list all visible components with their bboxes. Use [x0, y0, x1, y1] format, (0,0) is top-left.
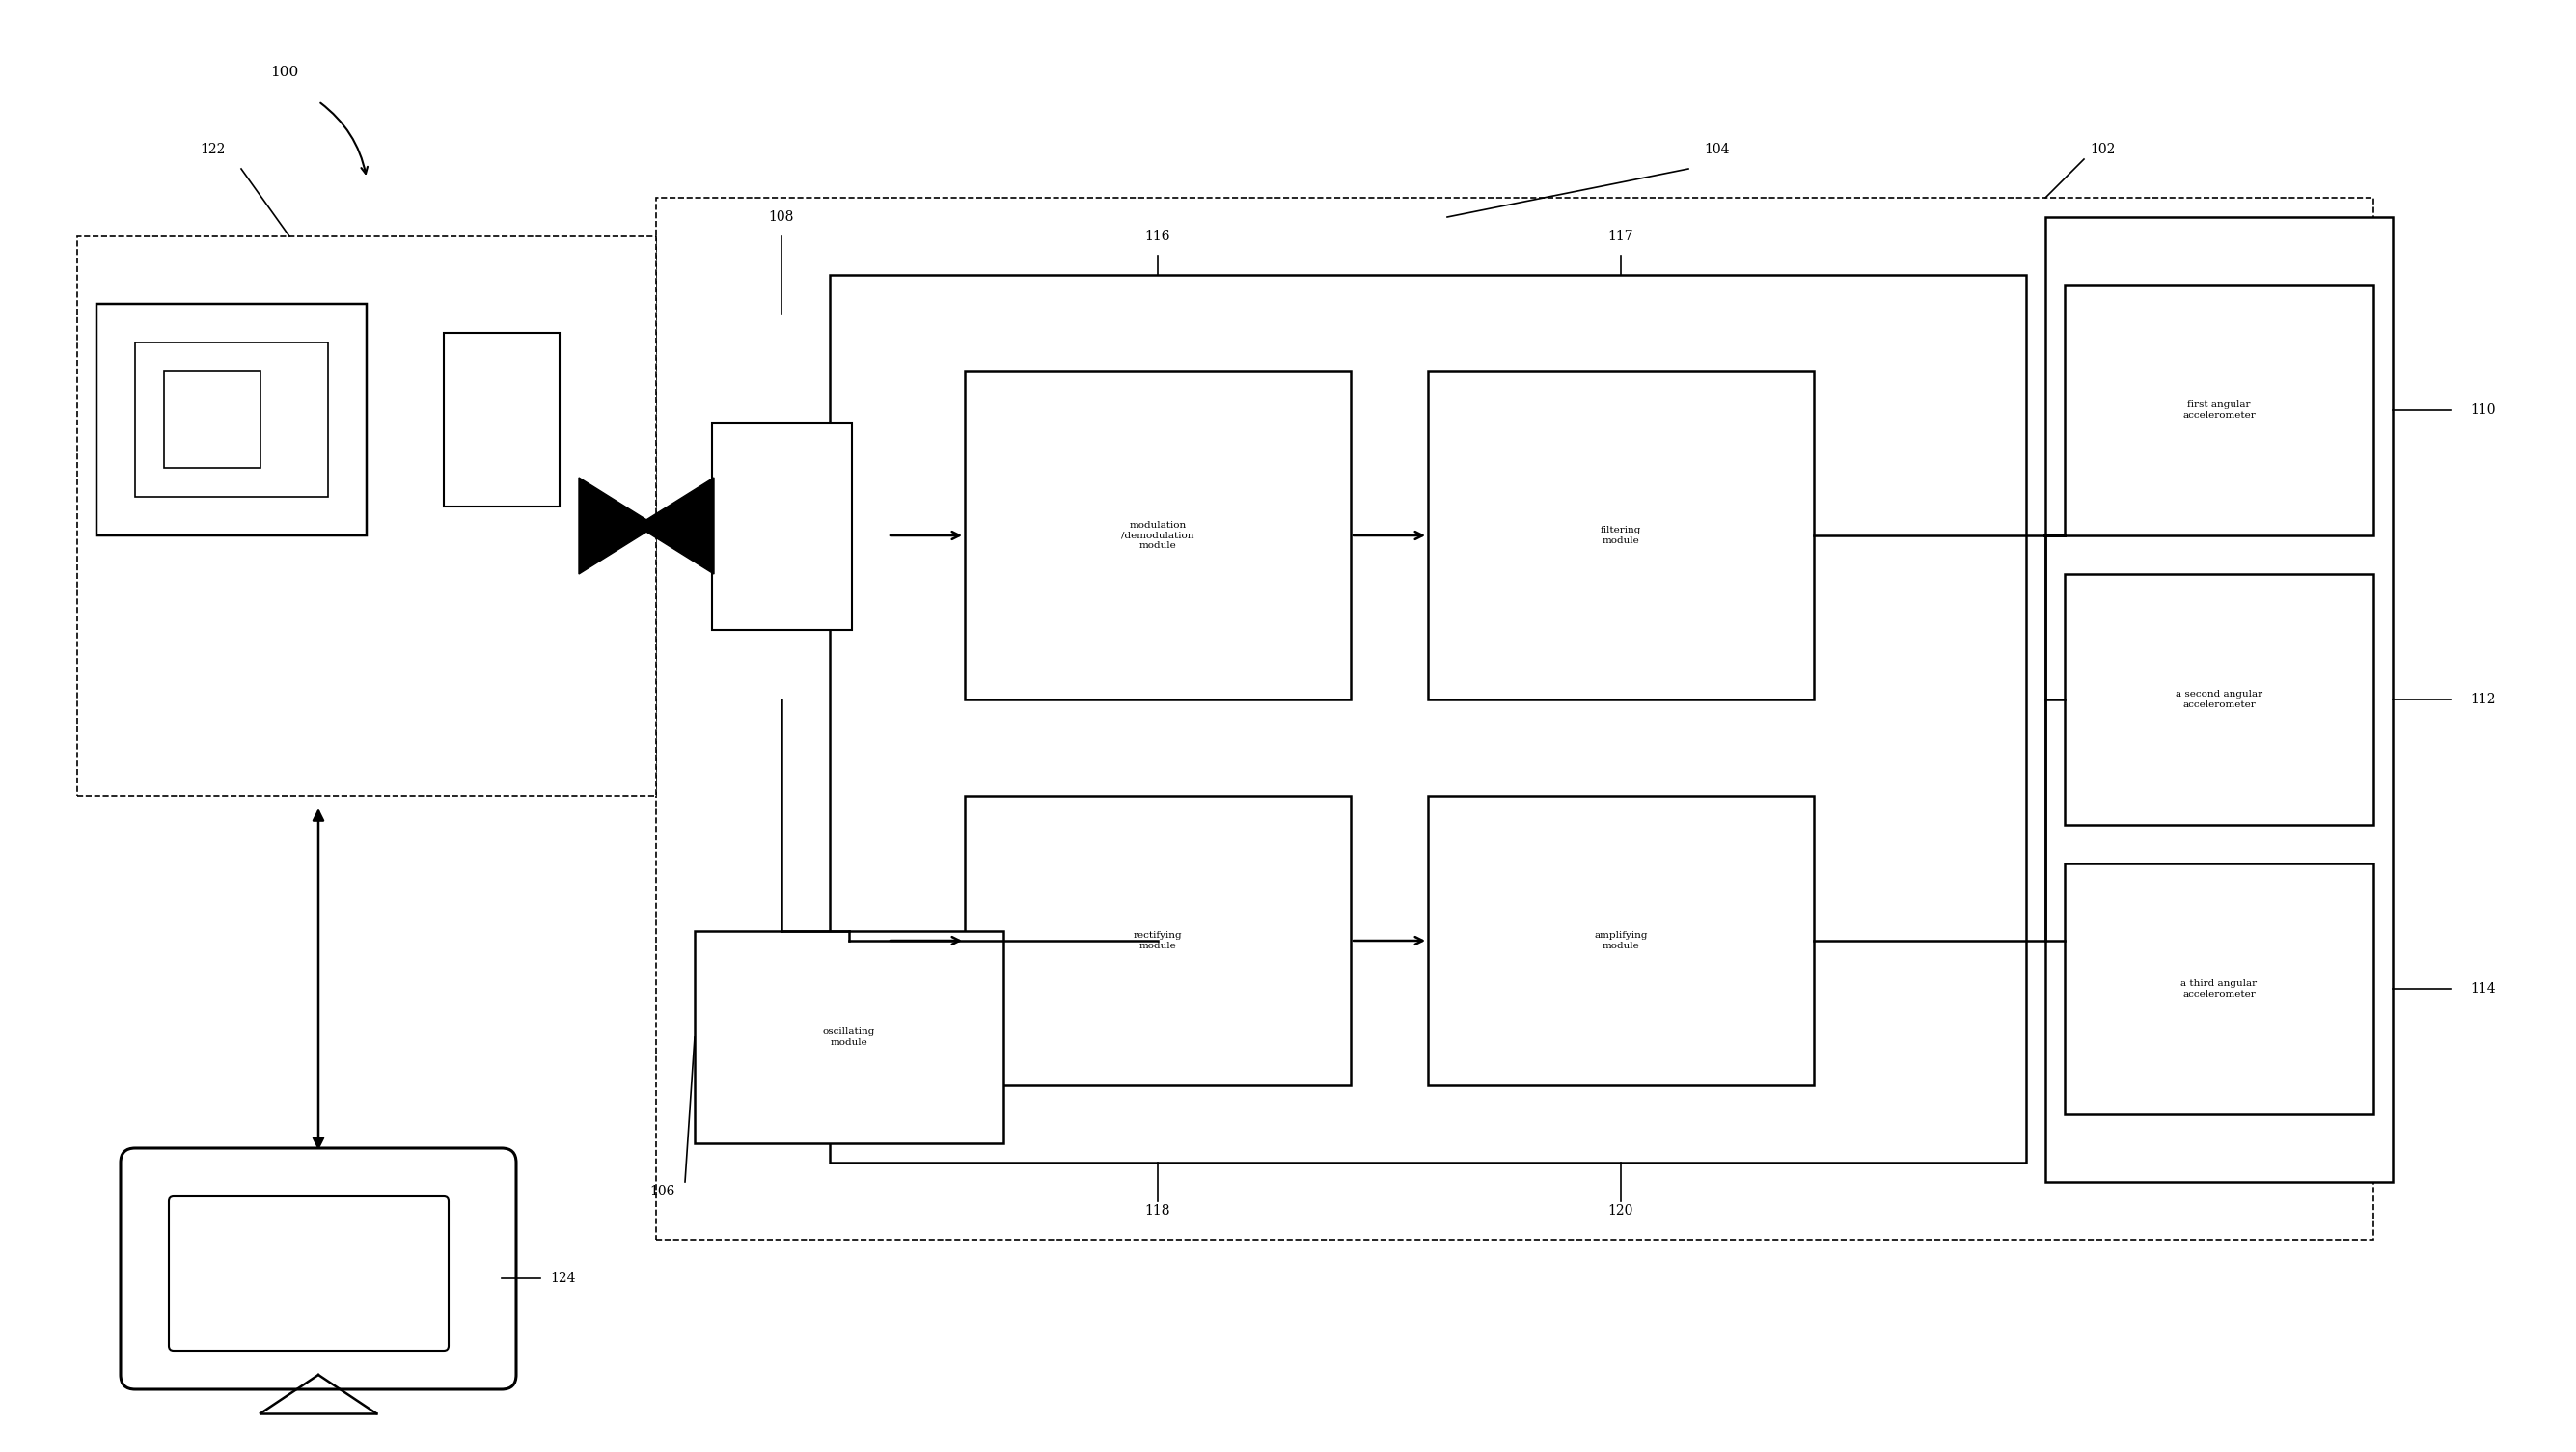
Text: first angular
accelerometer: first angular accelerometer [2182, 401, 2257, 420]
FancyBboxPatch shape [1427, 796, 1814, 1086]
FancyBboxPatch shape [696, 931, 1005, 1143]
FancyBboxPatch shape [657, 197, 2372, 1240]
FancyBboxPatch shape [829, 274, 2027, 1163]
FancyBboxPatch shape [170, 1196, 448, 1350]
Polygon shape [580, 478, 657, 574]
Text: 122: 122 [198, 142, 224, 157]
FancyBboxPatch shape [747, 459, 814, 594]
FancyBboxPatch shape [2045, 218, 2393, 1182]
Text: 108: 108 [768, 211, 793, 224]
Text: 102: 102 [2092, 142, 2115, 157]
Text: 112: 112 [2470, 693, 2496, 706]
FancyBboxPatch shape [737, 446, 827, 605]
Text: 110: 110 [2470, 404, 2496, 417]
FancyBboxPatch shape [77, 237, 657, 796]
FancyBboxPatch shape [2063, 285, 2372, 536]
FancyBboxPatch shape [711, 423, 853, 630]
FancyBboxPatch shape [443, 333, 559, 507]
Text: 100: 100 [270, 65, 299, 78]
Text: oscillating
module: oscillating module [822, 1028, 876, 1047]
FancyBboxPatch shape [95, 303, 366, 536]
FancyBboxPatch shape [464, 353, 541, 488]
Text: 116: 116 [1144, 229, 1170, 242]
FancyBboxPatch shape [966, 796, 1350, 1086]
Text: 118: 118 [1144, 1204, 1170, 1218]
FancyBboxPatch shape [165, 372, 260, 468]
Text: 117: 117 [1607, 229, 1633, 242]
FancyBboxPatch shape [121, 1149, 515, 1390]
Text: 106: 106 [649, 1185, 675, 1198]
FancyBboxPatch shape [724, 434, 840, 617]
FancyBboxPatch shape [1427, 372, 1814, 700]
Text: modulation
/demodulation
module: modulation /demodulation module [1121, 521, 1195, 550]
Text: filtering
module: filtering module [1600, 526, 1641, 544]
FancyBboxPatch shape [2063, 574, 2372, 825]
Text: a third angular
accelerometer: a third angular accelerometer [2182, 980, 2257, 999]
Text: rectifying
module: rectifying module [1133, 931, 1182, 950]
FancyBboxPatch shape [966, 372, 1350, 700]
Text: 124: 124 [549, 1272, 574, 1285]
Text: a second angular
accelerometer: a second angular accelerometer [2177, 690, 2262, 709]
FancyBboxPatch shape [453, 343, 549, 497]
Polygon shape [636, 478, 714, 574]
Text: 120: 120 [1607, 1204, 1633, 1218]
FancyBboxPatch shape [134, 343, 327, 497]
FancyBboxPatch shape [474, 362, 531, 478]
FancyBboxPatch shape [2063, 864, 2372, 1114]
Text: amplifying
module: amplifying module [1595, 931, 1649, 950]
Text: 104: 104 [1705, 142, 1731, 157]
Text: 114: 114 [2470, 982, 2496, 996]
